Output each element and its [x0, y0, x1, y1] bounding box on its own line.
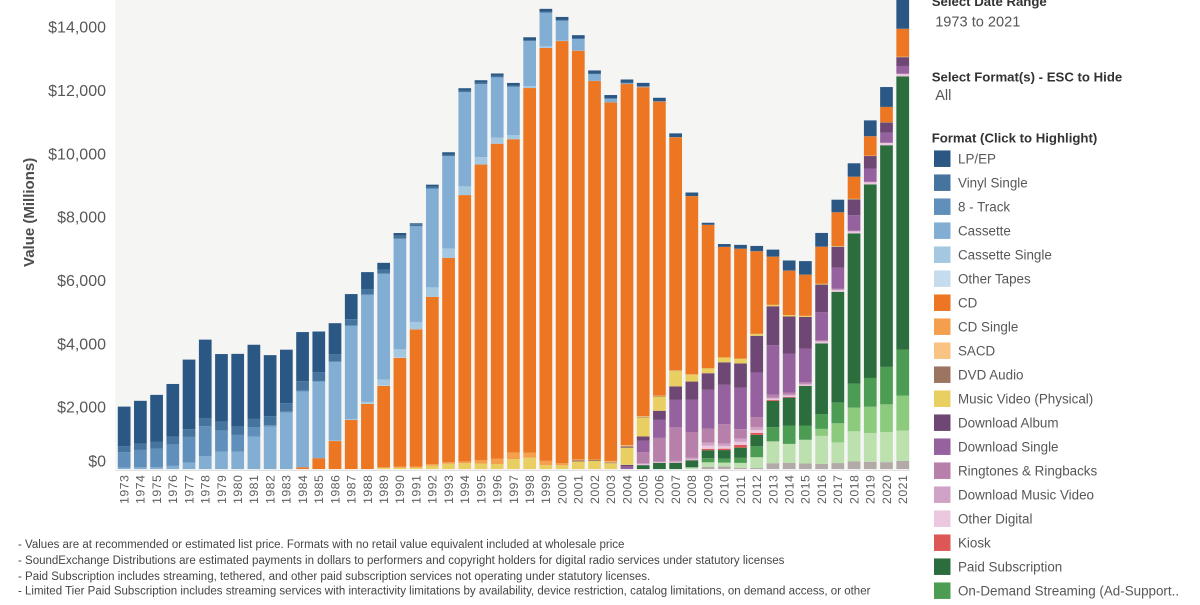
svg-text:1974: 1974 — [134, 475, 148, 504]
svg-text:1989: 1989 — [377, 475, 391, 504]
svg-text:1973: 1973 — [117, 475, 131, 504]
svg-text:1985: 1985 — [312, 475, 326, 504]
svg-text:1993: 1993 — [442, 475, 456, 504]
svg-text:2005: 2005 — [637, 475, 651, 504]
svg-text:$6,000: $6,000 — [57, 273, 106, 290]
svg-text:Other Tapes: Other Tapes — [958, 271, 1031, 286]
svg-text:8 - Track: 8 - Track — [958, 199, 1010, 214]
svg-text:Format (Click to Highlight): Format (Click to Highlight) — [932, 130, 1098, 145]
svg-text:$14,000: $14,000 — [48, 20, 106, 37]
svg-text:2002: 2002 — [588, 475, 602, 504]
svg-text:2007: 2007 — [669, 475, 683, 504]
svg-text:Kiosk: Kiosk — [958, 535, 991, 550]
svg-text:1998: 1998 — [523, 475, 537, 504]
svg-text:- Limited Tier Paid Subscripti: - Limited Tier Paid Subscription include… — [18, 586, 871, 598]
svg-text:2009: 2009 — [701, 475, 715, 504]
svg-text:Download Single: Download Single — [958, 439, 1059, 454]
svg-text:1990: 1990 — [393, 475, 407, 504]
svg-text:CD: CD — [958, 295, 978, 310]
svg-text:1982: 1982 — [263, 475, 277, 504]
svg-text:Vinyl Single: Vinyl Single — [958, 175, 1028, 190]
svg-text:2000: 2000 — [555, 475, 569, 504]
svg-text:Cassette: Cassette — [958, 223, 1011, 238]
svg-text:1995: 1995 — [474, 475, 488, 504]
svg-text:1973 to 2021: 1973 to 2021 — [935, 14, 1020, 30]
svg-text:1976: 1976 — [166, 475, 180, 504]
svg-text:DVD Audio: DVD Audio — [958, 367, 1024, 382]
svg-text:Paid Subscription: Paid Subscription — [958, 559, 1062, 574]
svg-text:$10,000: $10,000 — [48, 146, 106, 163]
svg-text:Select Date Range: Select Date Range — [932, 0, 1047, 9]
svg-text:- Values are at recommended or: - Values are at recommended or estimated… — [18, 539, 624, 551]
svg-text:LP/EP: LP/EP — [958, 151, 996, 166]
svg-text:Ringtones & Ringbacks: Ringtones & Ringbacks — [958, 463, 1097, 478]
svg-text:1986: 1986 — [328, 475, 342, 504]
svg-text:CD Single: CD Single — [958, 319, 1018, 334]
svg-text:Cassette Single: Cassette Single — [958, 247, 1052, 262]
svg-text:2011: 2011 — [734, 476, 748, 504]
svg-text:1987: 1987 — [345, 475, 359, 504]
svg-text:Value (Millions): Value (Millions) — [21, 158, 38, 267]
svg-text:2021: 2021 — [896, 475, 910, 504]
svg-text:1991: 1991 — [409, 475, 423, 504]
svg-text:1997: 1997 — [507, 475, 521, 504]
svg-text:2016: 2016 — [815, 475, 829, 504]
svg-text:2014: 2014 — [783, 475, 797, 504]
svg-text:$4,000: $4,000 — [57, 336, 106, 353]
svg-text:2018: 2018 — [847, 475, 861, 504]
svg-text:$2,000: $2,000 — [57, 400, 106, 417]
svg-text:SACD: SACD — [958, 343, 996, 358]
svg-text:1980: 1980 — [231, 475, 245, 504]
svg-text:$12,000: $12,000 — [48, 83, 106, 100]
svg-text:2006: 2006 — [653, 475, 667, 504]
svg-text:1992: 1992 — [426, 475, 440, 504]
svg-text:1984: 1984 — [296, 475, 310, 504]
svg-text:2003: 2003 — [604, 475, 618, 504]
svg-text:2012: 2012 — [750, 475, 764, 504]
svg-text:1983: 1983 — [280, 475, 294, 504]
svg-text:1988: 1988 — [361, 475, 375, 504]
svg-text:1979: 1979 — [215, 475, 229, 504]
svg-text:- Paid Subscription includes s: - Paid Subscription includes streaming, … — [18, 571, 650, 583]
svg-text:Download Album: Download Album — [958, 415, 1059, 430]
svg-text:$8,000: $8,000 — [57, 210, 106, 227]
svg-text:- SoundExchange Distributions: - SoundExchange Distributions are estima… — [18, 555, 785, 567]
svg-text:1999: 1999 — [539, 475, 553, 504]
svg-text:Music Video (Physical): Music Video (Physical) — [958, 391, 1093, 406]
svg-text:Select Format(s) - ESC to Hide: Select Format(s) - ESC to Hide — [932, 70, 1123, 85]
svg-text:1981: 1981 — [247, 475, 261, 504]
svg-text:2008: 2008 — [685, 475, 699, 504]
svg-text:Download Music Video: Download Music Video — [958, 487, 1094, 502]
svg-text:2020: 2020 — [880, 475, 894, 504]
svg-text:2010: 2010 — [718, 475, 732, 504]
svg-text:On-Demand Streaming (Ad-Suppor: On-Demand Streaming (Ad-Support.. — [958, 583, 1179, 598]
svg-text:2019: 2019 — [864, 475, 878, 504]
svg-text:All: All — [935, 88, 951, 104]
svg-text:1994: 1994 — [458, 475, 472, 504]
svg-text:2013: 2013 — [766, 475, 780, 504]
svg-text:1996: 1996 — [491, 475, 505, 504]
svg-text:1975: 1975 — [150, 475, 164, 504]
svg-text:2004: 2004 — [620, 475, 634, 504]
svg-text:2017: 2017 — [831, 475, 845, 504]
svg-text:1977: 1977 — [182, 475, 196, 504]
svg-text:$0: $0 — [88, 453, 106, 470]
svg-text:2015: 2015 — [799, 475, 813, 504]
svg-text:Other Digital: Other Digital — [958, 511, 1032, 526]
svg-text:1978: 1978 — [199, 475, 213, 504]
svg-text:2001: 2001 — [572, 475, 586, 504]
